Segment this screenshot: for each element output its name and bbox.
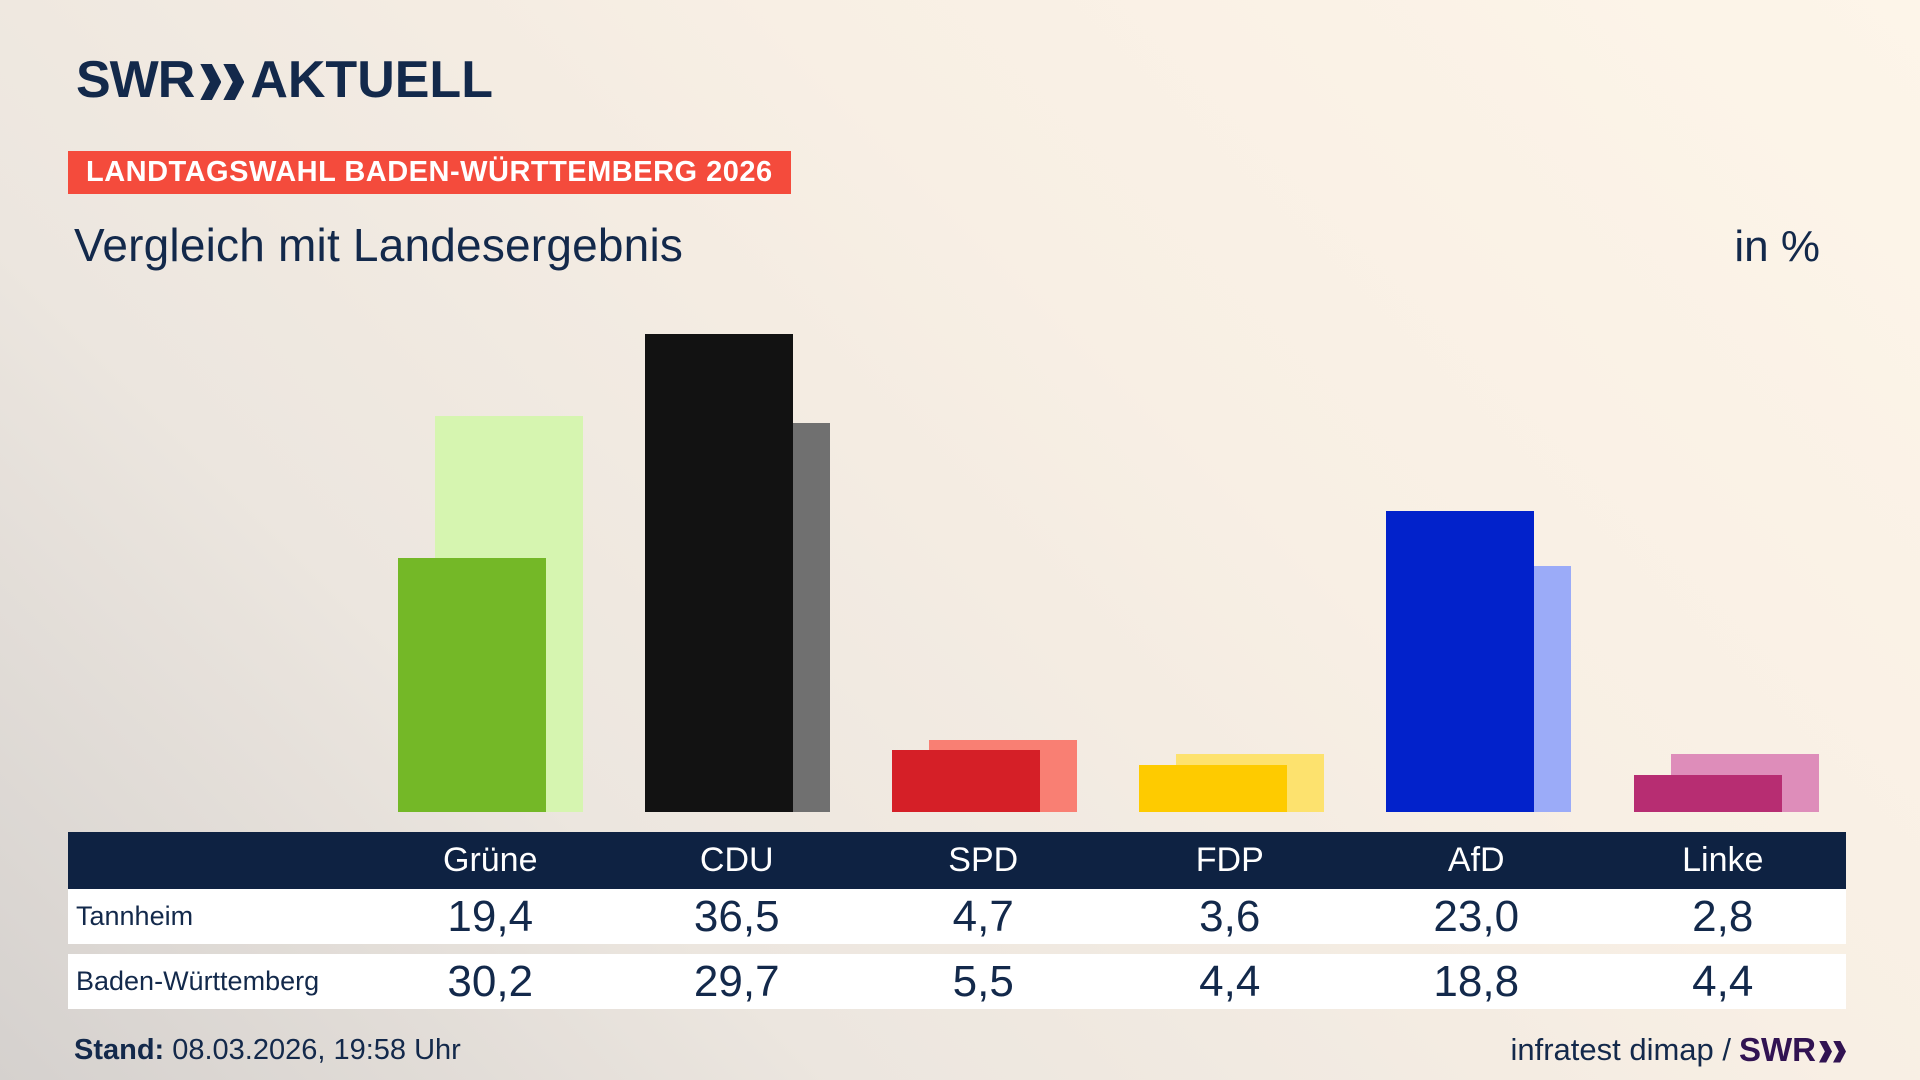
source-text: infratest dimap / [1510, 1032, 1731, 1067]
chevron-right-icon [200, 64, 222, 100]
column-header-gr-ne: Grüne [443, 841, 538, 879]
stand-label: Stand: [74, 1033, 165, 1066]
chevron-right-icon [1819, 1040, 1832, 1063]
results-table: Grüne CDU SPD FDP AfD Linke Tannheim 19,4 36,5 4,… [68, 832, 1846, 1009]
column-header-cdu: CDU [699, 841, 774, 879]
timestamp: Stand: 08.03.2026, 19:58 Uhr [74, 1034, 461, 1067]
election-badge: LANDTAGSWAHL BADEN-WÜRTTEMBERG 2026 [68, 151, 791, 194]
value-cell-linke: 4,4 [1692, 956, 1754, 1006]
value-cell-afd: 23,0 [1433, 891, 1520, 941]
value-cell-spd: 4,7 [952, 891, 1014, 941]
footer: Stand: 08.03.2026, 19:58 Uhr infratest di… [74, 1031, 1846, 1069]
double-chevron-right-icon [200, 64, 245, 100]
source-credit: infratest dimap / SWR [1510, 1031, 1846, 1069]
table-row-baden-w-rttemberg: Baden-Württemberg 30,2 29,7 5,5 4,4 18,8 4,4 [68, 954, 1846, 1009]
column-header-linke: Linke [1682, 841, 1764, 879]
page-title: Vergleich mit Landesergebnis [74, 219, 684, 271]
stand-value: 08.03.2026, 19:58 Uhr [172, 1033, 461, 1066]
value-cell-linke: 2,8 [1692, 891, 1754, 941]
bar-chart [397, 334, 1819, 812]
bar-tannheim-spd [891, 750, 1040, 812]
logo-suffix-text: AKTUELL [250, 51, 493, 109]
column-header-fdp: FDP [1195, 841, 1264, 879]
logo-brand-text: SWR [76, 51, 195, 109]
value-cell-fdp: 4,4 [1199, 956, 1261, 1006]
row-label: Baden-Württemberg [76, 966, 320, 996]
bar-tannheim-cdu [644, 334, 793, 812]
unit-label: in % [1734, 222, 1820, 271]
election-badge-label: LANDTAGSWAHL BADEN-WÜRTTEMBERG 2026 [86, 156, 773, 188]
double-chevron-right-icon [1819, 1040, 1846, 1063]
table-row-tannheim: Tannheim 19,4 36,5 4,7 3,6 23,0 2,8 [68, 889, 1846, 944]
table-header-row: Grüne CDU SPD FDP AfD Linke [68, 832, 1846, 889]
title-bar: Vergleich mit Landesergebnis in % [74, 218, 1820, 272]
chevron-right-icon [223, 64, 245, 100]
bar-tannheim-fdp [1139, 765, 1288, 812]
value-cell-cdu: 36,5 [693, 891, 780, 941]
bar-tannheim-afd [1386, 511, 1535, 812]
value-cell-fdp: 3,6 [1199, 891, 1261, 941]
column-header-afd: AfD [1447, 841, 1505, 879]
bar-tannheim-gr-ne [397, 558, 546, 812]
value-cell-cdu: 29,7 [693, 956, 780, 1006]
column-header-spd: SPD [948, 841, 1019, 879]
source-brand-text: SWR [1739, 1031, 1816, 1068]
swr-aktuell-logo: SWR AKTUELL [76, 50, 493, 110]
value-cell-gr-ne: 19,4 [447, 891, 534, 941]
row-label: Tannheim [76, 901, 194, 931]
bar-tannheim-linke [1633, 775, 1782, 812]
value-cell-spd: 5,5 [952, 956, 1014, 1006]
value-cell-afd: 18,8 [1433, 956, 1520, 1006]
chevron-right-icon [1833, 1040, 1846, 1063]
value-cell-gr-ne: 30,2 [447, 956, 534, 1006]
